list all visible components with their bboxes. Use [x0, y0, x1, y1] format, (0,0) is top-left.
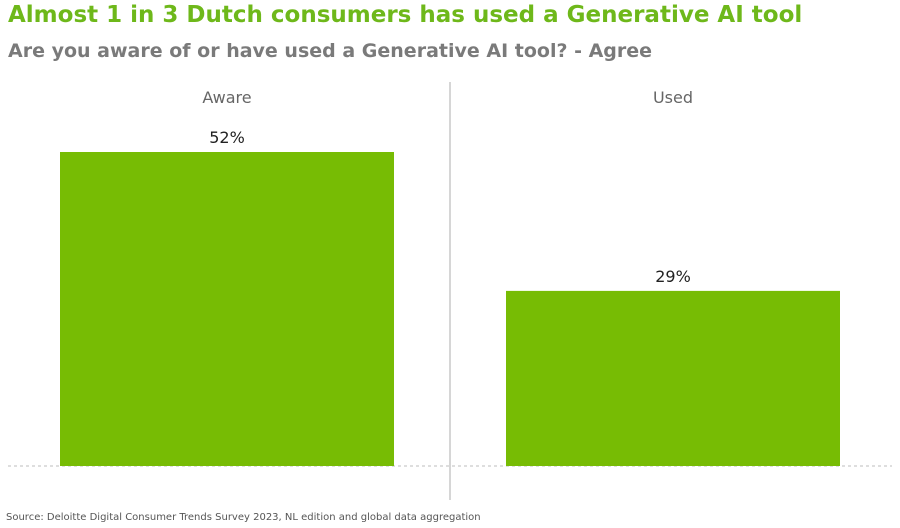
- value-label-used: 29%: [655, 267, 691, 286]
- chart-title: Almost 1 in 3 Dutch consumers has used a…: [8, 2, 803, 28]
- chart-subtitle: Are you aware of or have used a Generati…: [8, 40, 653, 62]
- bar-used: [506, 290, 840, 466]
- category-label-used: Used: [653, 88, 693, 107]
- value-label-aware: 52%: [209, 128, 245, 147]
- category-label-aware: Aware: [202, 88, 251, 107]
- bar-aware: [60, 152, 394, 466]
- bars-group: Aware 52% Used 29%: [60, 88, 840, 466]
- source-note: Source: Deloitte Digital Consumer Trends…: [6, 512, 481, 523]
